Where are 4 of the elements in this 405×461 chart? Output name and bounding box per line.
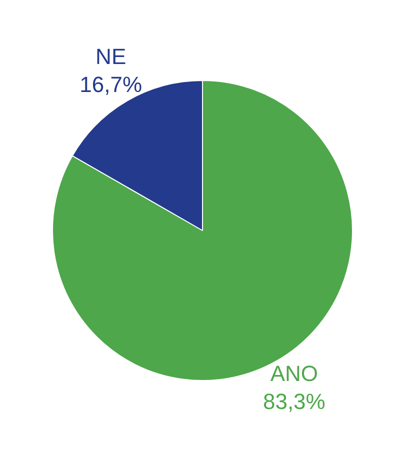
data-label: 16,7% [80, 72, 142, 98]
data-label: 83,3% [262, 388, 326, 414]
slice-label: ANO [270, 360, 318, 386]
slice-label: NE [96, 44, 126, 70]
